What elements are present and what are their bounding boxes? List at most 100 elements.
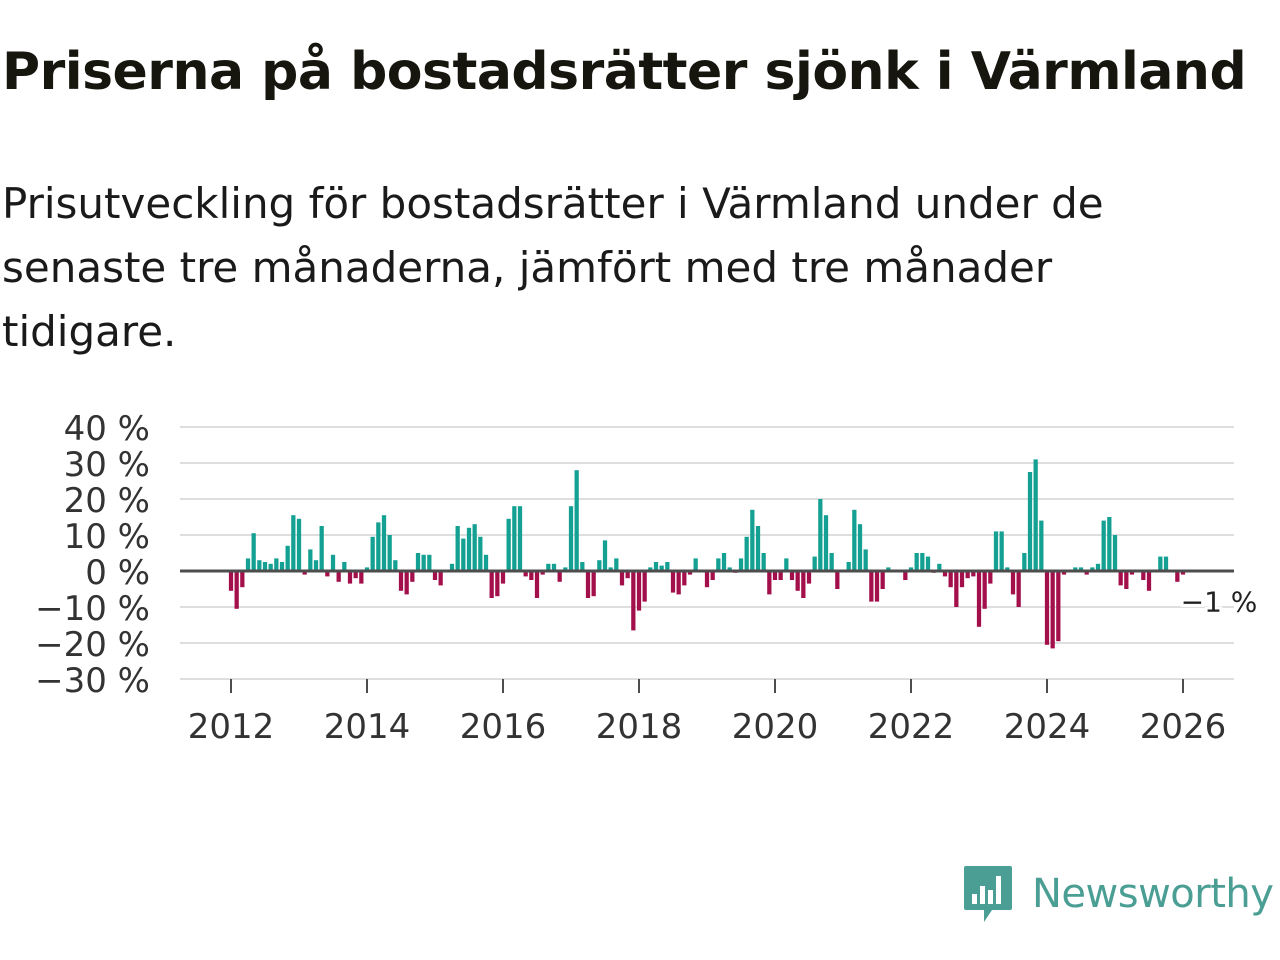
bar [478,536,483,571]
newsworthy-logo-icon [964,866,1012,922]
bar [551,563,557,571]
bar [1124,571,1129,589]
bar [228,571,234,591]
bar [659,565,664,571]
bar [489,571,494,598]
bar [251,533,256,571]
bar [483,554,489,571]
bar [993,531,999,571]
bar [937,563,942,571]
bar [585,571,591,598]
bar [942,571,948,577]
bar [767,571,772,595]
bar [1180,571,1186,575]
bar [716,558,721,571]
bar [279,562,285,571]
bar [353,571,358,579]
axes [180,569,1234,693]
bar [988,571,993,584]
bar [823,515,829,571]
bar [472,524,477,571]
bar [1129,571,1135,575]
y-tick-label: −10 % [35,589,150,629]
bar [648,567,653,571]
labels: 40 %30 %20 %10 %0 %−10 %−20 %−30 % 2012 20… [35,409,1260,747]
bar [670,571,676,593]
bar [1005,567,1010,571]
bar [880,571,885,589]
bar [846,562,851,571]
bar [517,506,523,571]
bar [959,571,965,588]
bar [291,515,296,571]
bar [557,571,562,582]
bar [1022,553,1027,571]
bar [738,558,744,571]
bar [857,524,863,571]
bar [704,571,710,588]
chart-subtitle: Prisutveckling för bostadsrätter i Värml… [2,179,1104,356]
bar [948,571,953,588]
bar [1163,556,1169,571]
bar [608,567,613,571]
bar [376,522,381,571]
bar [914,553,919,571]
bar [262,562,268,571]
bar [404,571,409,595]
bar [1118,571,1123,586]
y-tick-label: 20 % [64,481,150,521]
bar [636,571,642,611]
bar [381,515,387,571]
bar [954,571,959,607]
bar [240,571,245,588]
bar [908,567,914,571]
bar [806,571,812,584]
bar [676,571,681,595]
bar [245,558,251,571]
bar [1078,567,1084,571]
bar [1158,556,1163,571]
bar [1050,571,1055,649]
bar [1061,571,1067,575]
bar [512,506,517,571]
bar [387,535,392,571]
bar [999,531,1004,571]
bar [965,571,970,579]
bar [438,571,443,586]
bar [308,549,313,571]
bar [370,536,375,571]
x-tick-label: 2024 [1004,707,1091,747]
bar [347,571,353,584]
bar [874,571,880,602]
bar [925,556,931,571]
bar [665,562,670,571]
bar [574,470,579,571]
newsworthy-brand[interactable]: Newsworthy [962,862,1274,926]
bar [682,571,687,586]
bar [1033,459,1038,571]
gridlines [180,426,1234,680]
bar [1095,563,1101,571]
bar [631,571,636,631]
bar [410,571,415,582]
bar [296,518,302,571]
bar [563,567,568,571]
bar [1010,571,1016,595]
bar [971,571,976,577]
bar [920,553,925,571]
bar [523,571,528,577]
bar [625,571,630,579]
bar [789,571,795,580]
bar [1141,571,1146,580]
bar [427,554,432,571]
bar-chart: 40 %30 %20 %10 %0 %−10 %−20 %−30 % 2012 20… [35,409,1260,747]
bar [761,553,766,571]
bar [398,571,404,591]
bar [1039,520,1044,571]
bar [534,571,540,598]
bar [257,560,262,571]
bar [500,571,506,584]
bar [342,562,347,571]
bar [693,558,698,571]
bar [772,571,778,580]
